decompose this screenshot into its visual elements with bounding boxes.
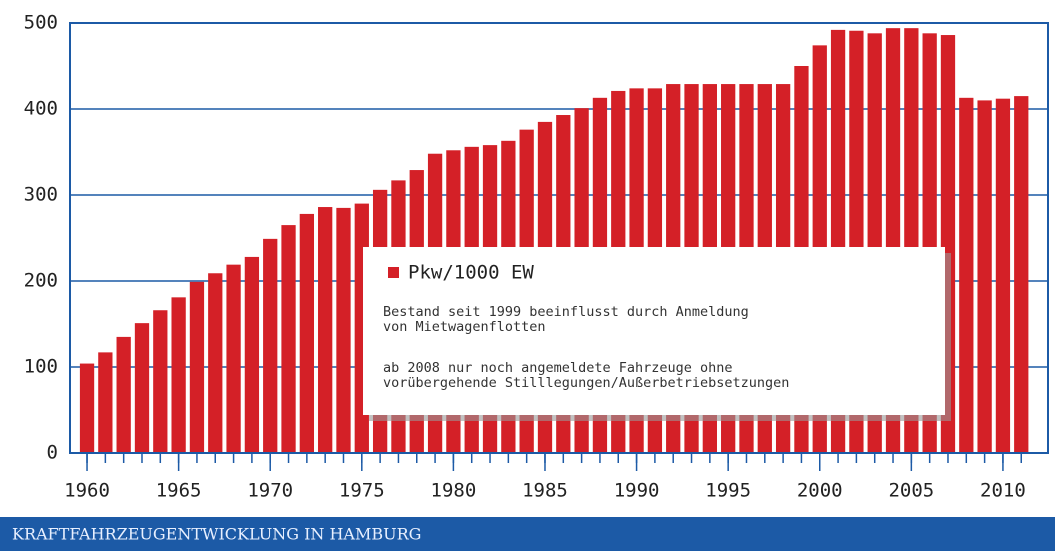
bar (1014, 96, 1029, 453)
bar (995, 98, 1011, 454)
bar (208, 273, 223, 453)
y-tick-label: 400 (24, 98, 58, 120)
legend-box (363, 247, 945, 415)
bar (263, 238, 278, 453)
bar (977, 100, 992, 454)
x-tick-label: 1985 (522, 480, 568, 502)
bar (134, 323, 150, 453)
x-tick-label: 1990 (614, 480, 660, 502)
annotation: von Mietwagenflotten (383, 319, 546, 335)
bar (153, 310, 168, 453)
y-tick-label: 0 (47, 442, 58, 464)
y-tick-label: 500 (24, 12, 58, 34)
footer-banner (0, 517, 1055, 551)
bar (79, 363, 95, 453)
bar (299, 213, 314, 453)
bar (189, 281, 205, 453)
x-tick-label: 1965 (156, 480, 202, 502)
bar (959, 97, 974, 453)
x-tick-label: 2005 (888, 480, 934, 502)
legend-swatch (388, 267, 399, 278)
bar (98, 352, 113, 453)
bar (226, 264, 241, 453)
bar (336, 207, 351, 453)
x-tick-label: 1975 (339, 480, 385, 502)
bar (318, 207, 333, 453)
y-tick-label: 100 (24, 356, 58, 378)
x-tick-label: 1980 (431, 480, 477, 502)
x-tick-label: 1995 (705, 480, 751, 502)
x-tick-label: 1960 (64, 480, 110, 502)
plot-frame (69, 22, 1049, 454)
x-tick-label: 2010 (980, 480, 1026, 502)
chart-title: KRAFTFAHRZEUGENTWICKLUNG IN HAMBURG (12, 525, 421, 544)
legend: Pkw/1000 EW Bestand seit 1999 beeinflusst… (363, 247, 951, 421)
bar (244, 256, 260, 453)
y-tick-label: 300 (24, 184, 58, 206)
legend-label: Pkw/1000 EW (408, 262, 534, 284)
bar (171, 297, 186, 453)
x-tick-label: 1970 (247, 480, 293, 502)
annotation: vorübergehende Stilllegungen/Außerbetrie… (383, 375, 789, 391)
x-tick-label: 2000 (797, 480, 843, 502)
annotation: ab 2008 nur noch angemeldete Fahrzeuge o… (383, 360, 733, 376)
bar (116, 336, 131, 453)
bar (281, 225, 296, 453)
y-tick-label: 200 (24, 270, 58, 292)
annotation: Bestand seit 1999 beeinflusst durch Anme… (383, 304, 749, 320)
